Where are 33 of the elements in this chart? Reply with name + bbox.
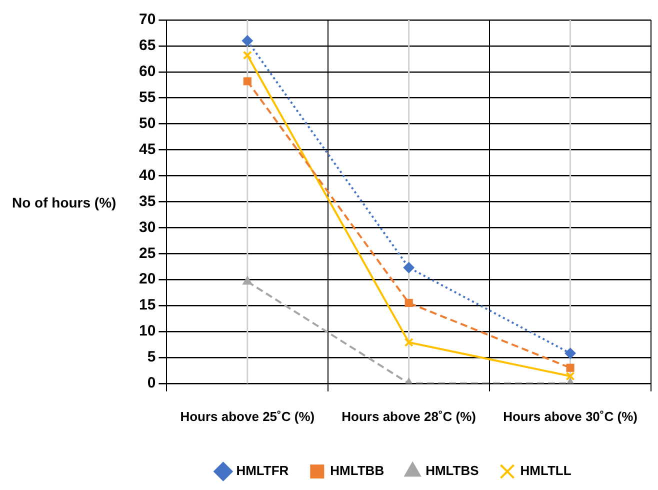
y-tick-label: 0 bbox=[147, 374, 156, 392]
point bbox=[404, 338, 414, 347]
x-tick-label: Hours above 30˚C (%) bbox=[503, 408, 638, 424]
legend-label: HMLTLL bbox=[520, 463, 572, 478]
point bbox=[242, 50, 252, 60]
y-tick-label: 20 bbox=[138, 270, 156, 288]
point bbox=[566, 364, 574, 372]
point bbox=[404, 298, 413, 307]
point bbox=[243, 77, 252, 86]
point bbox=[242, 35, 253, 46]
y-tick-label: 65 bbox=[138, 37, 156, 54]
legend-label: HMLTBS bbox=[426, 463, 480, 478]
x-tick-label: Hours above 28˚C (%) bbox=[342, 408, 476, 424]
point bbox=[403, 262, 414, 274]
y-tick-label: 25 bbox=[138, 244, 156, 262]
y-tick-label: 5 bbox=[147, 348, 156, 366]
y-tick-label: 35 bbox=[138, 192, 156, 210]
legend-label: HMLTFR bbox=[236, 463, 290, 478]
point bbox=[564, 348, 576, 359]
y-tick-label: 60 bbox=[138, 63, 156, 80]
y-tick-label: 70 bbox=[138, 11, 156, 28]
point bbox=[566, 372, 575, 381]
y-tick-label: 30 bbox=[138, 218, 156, 236]
y-tick-label: 10 bbox=[138, 322, 156, 340]
legend-label: HMLTBB bbox=[330, 463, 384, 478]
x-tick-label: Hours above 25˚C (%) bbox=[180, 408, 315, 424]
point bbox=[242, 276, 252, 285]
y-tick-label: 50 bbox=[138, 114, 156, 132]
y-axis-title: No of hours (%) bbox=[12, 194, 116, 211]
y-tick-label: 15 bbox=[138, 296, 156, 314]
y-tick-label: 45 bbox=[138, 140, 156, 158]
y-tick-label: 55 bbox=[138, 89, 156, 106]
y-tick-label: 40 bbox=[138, 166, 156, 184]
